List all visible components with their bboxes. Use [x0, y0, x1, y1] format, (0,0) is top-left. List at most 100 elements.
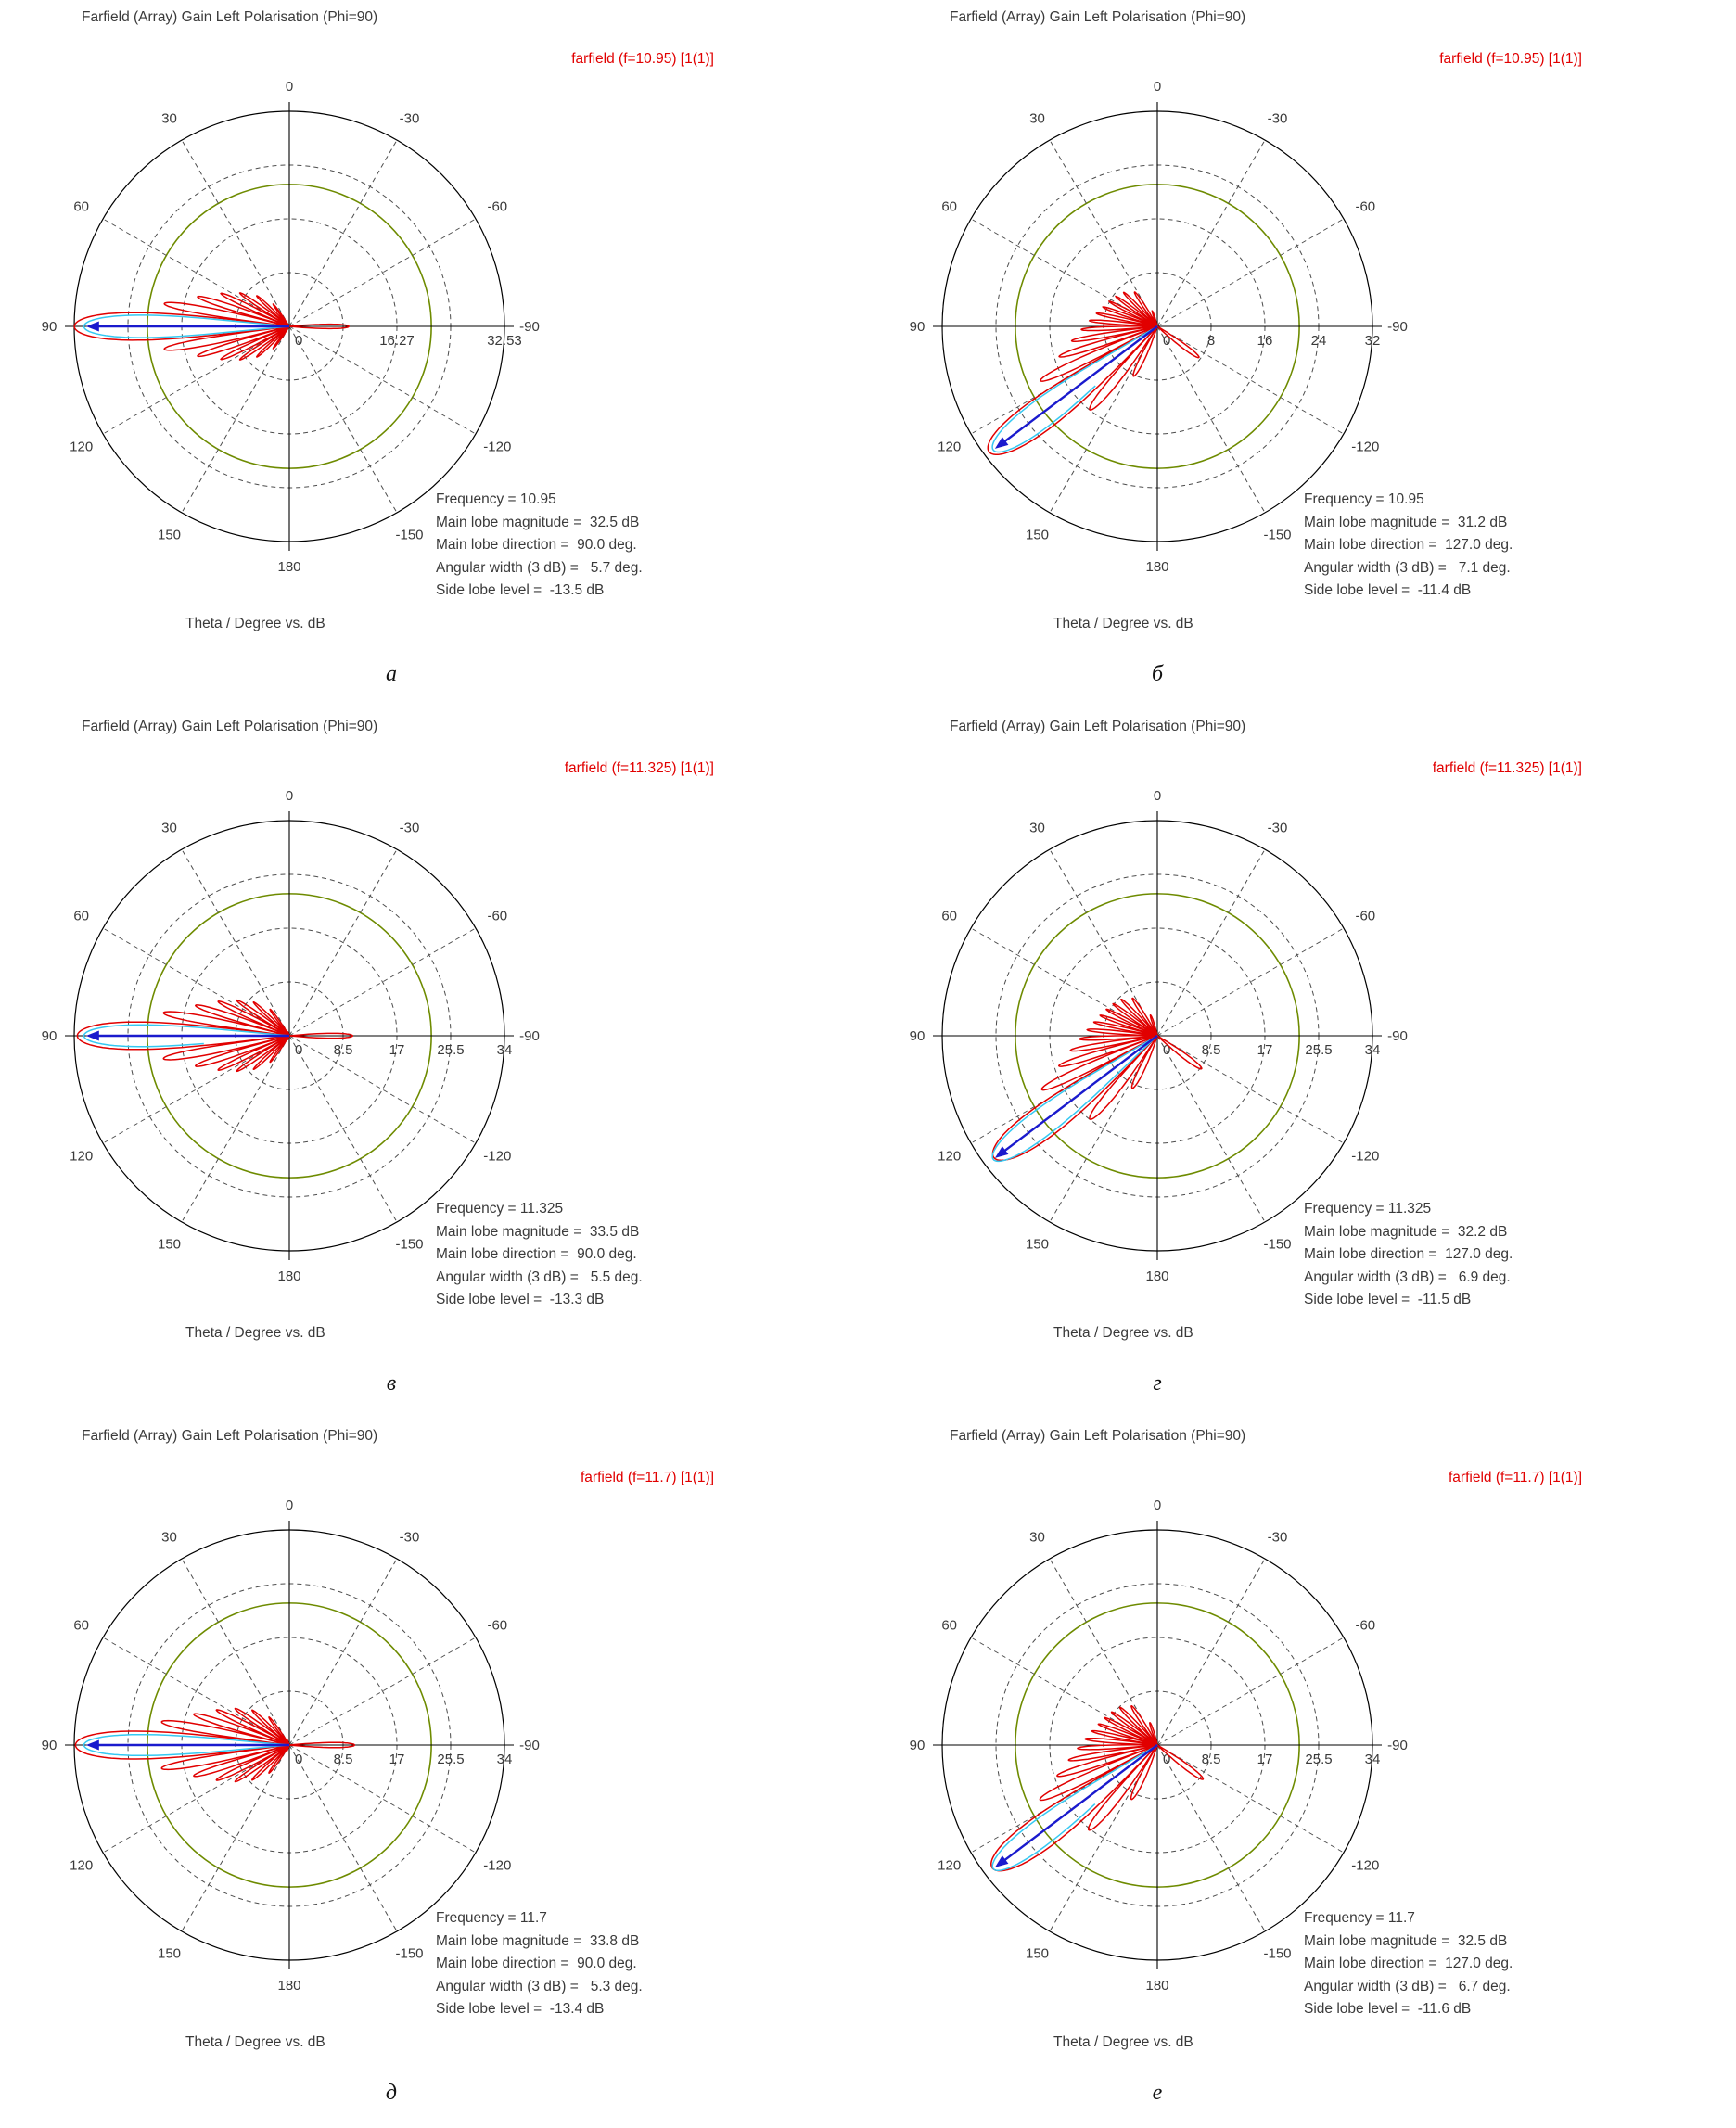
angular-width-marker [83, 1733, 290, 1757]
angle-label: -90 [1387, 319, 1408, 335]
angle-label: -30 [1268, 1530, 1288, 1546]
grid-spoke [102, 1035, 290, 1144]
stat-line: Main lobe magnitude = 32.5 dB [1304, 1932, 1508, 1949]
main-lobe-arrowhead [994, 437, 1009, 449]
angle-label: -120 [483, 1858, 511, 1874]
angle-label: -30 [400, 1530, 420, 1546]
angle-label: 180 [277, 1978, 300, 1994]
grid-spoke [1156, 325, 1266, 514]
polar-plot: 0 30 60 90 120 150 180 -150 -120 -90 -60 -30 0 8 16 24 3… [910, 79, 1408, 575]
radial-tick-label: 0 [295, 1752, 302, 1767]
stat-line: Side lobe level = -11.5 dB [1304, 1292, 1472, 1307]
stat-line: Frequency = 11.325 [436, 1201, 564, 1217]
plot-title: Farfield (Array) Gain Left Polarisation … [950, 9, 1246, 25]
angle-label: 60 [941, 1618, 957, 1634]
radial-tick-label: 32.53 [487, 333, 522, 349]
angle-label: 120 [70, 440, 93, 455]
grid-spoke [102, 218, 290, 327]
angle-label: -60 [487, 909, 507, 924]
stats-block: Frequency = 10.95 Main lobe magnitude = 3… [1304, 489, 1513, 603]
stats-block: Frequency = 11.7 Main lobe magnitude = 32… [1304, 1907, 1513, 2021]
angle-label: 30 [1029, 821, 1045, 836]
subfigure-caption: е [1152, 2081, 1163, 2105]
angle-label: 60 [73, 199, 89, 215]
grid-spoke [1049, 139, 1158, 327]
grid-spoke [1156, 1035, 1345, 1144]
radial-tick-label: 25.5 [1305, 1752, 1332, 1767]
angle-label: -30 [1268, 111, 1288, 127]
plot-title: Farfield (Array) Gain Left Polarisation … [82, 9, 378, 25]
grid-spoke [288, 1744, 398, 1932]
angle-label: 180 [1145, 1268, 1168, 1284]
stats-block: Frequency = 10.95 Main lobe magnitude = 3… [436, 489, 643, 603]
main-lobe-arrowhead [994, 1855, 1009, 1867]
radial-tick-label: 0 [295, 1042, 302, 1058]
angle-label: -120 [483, 1149, 511, 1165]
plot-title: Farfield (Array) Gain Left Polarisation … [950, 1428, 1246, 1444]
angle-label: 150 [158, 1945, 181, 1961]
stat-line: Main lobe magnitude = 31.2 dB [1304, 514, 1508, 530]
subfigure-caption: а [386, 662, 397, 686]
radial-tick-label: 8.5 [1202, 1752, 1221, 1767]
stat-line: Main lobe magnitude = 32.5 dB [436, 514, 640, 530]
angle-label: 180 [1145, 559, 1168, 575]
stat-line: Main lobe direction = 127.0 deg. [1304, 1246, 1513, 1262]
angle-label: 30 [161, 1530, 177, 1546]
stat-line: Frequency = 11.325 [1304, 1201, 1432, 1217]
angle-label: 90 [910, 1738, 925, 1753]
plot-legend: farfield (f=11.325) [1(1)] [564, 760, 714, 776]
main-lobe-arrowhead [85, 321, 99, 332]
pattern-curve [991, 997, 1203, 1162]
angle-label: 60 [941, 199, 957, 215]
angle-label: -90 [1387, 1028, 1408, 1044]
subfigure-caption: д [385, 2081, 398, 2105]
radial-tick-label: 24 [1311, 333, 1327, 349]
pattern-curve [987, 291, 1200, 455]
grid-spoke [288, 1558, 398, 1746]
angle-label: 30 [161, 111, 177, 127]
angle-label: -30 [400, 821, 420, 836]
grid-spoke [288, 1637, 477, 1746]
angular-width-marker [83, 1024, 290, 1048]
radial-tick-label: 25.5 [437, 1752, 464, 1767]
angle-label: 90 [910, 1028, 925, 1044]
grid-spoke [1156, 1744, 1345, 1854]
angle-label: 150 [158, 527, 181, 542]
angle-label: 120 [938, 1149, 961, 1165]
main-lobe-arrow [1002, 325, 1158, 444]
angle-label: -150 [1263, 1945, 1291, 1961]
grid-spoke [181, 848, 290, 1037]
stat-line: Side lobe level = -11.4 dB [1304, 582, 1472, 598]
grid-spoke [288, 139, 398, 327]
grid-spoke [288, 325, 477, 435]
stat-line: Frequency = 11.7 [1304, 1910, 1415, 1926]
axis-footer-label: Theta / Degree vs. dB [1053, 616, 1194, 631]
subfigure-caption: г [1153, 1371, 1162, 1395]
farfield-plot-panel: Farfield (Array) Gain Left Polarisation … [0, 0, 868, 709]
radial-tick-label: 32 [1365, 333, 1381, 349]
radial-tick-label: 16.27 [379, 333, 415, 349]
angle-label: -150 [395, 1945, 423, 1961]
angle-label: 120 [70, 1149, 93, 1165]
angle-label: 0 [1154, 79, 1161, 95]
angle-label: 0 [286, 79, 293, 95]
radial-tick-label: 8.5 [1202, 1042, 1221, 1058]
plot-legend: farfield (f=10.95) [1(1)] [571, 51, 714, 67]
axis-footer-label: Theta / Degree vs. dB [185, 2034, 326, 2050]
subfigure-caption: б [1151, 662, 1164, 686]
farfield-plot-panel: Farfield (Array) Gain Left Polarisation … [868, 709, 1736, 1419]
pattern-curve [73, 292, 351, 361]
grid-spoke [181, 1035, 290, 1223]
angle-label: -60 [487, 199, 507, 215]
stat-line: Side lobe level = -13.4 dB [436, 2001, 605, 2017]
angle-label: 60 [941, 909, 957, 924]
grid-spoke [181, 1558, 290, 1746]
stat-line: Main lobe magnitude = 33.8 dB [436, 1932, 640, 1949]
stat-line: Main lobe direction = 90.0 deg. [436, 1956, 637, 1971]
grid-spoke [1049, 325, 1158, 514]
angle-label: 30 [161, 821, 177, 836]
angle-label: 150 [1026, 1236, 1049, 1252]
polar-plot: 0 30 60 90 120 150 180 -150 -120 -90 -60 -30 0 8.5 17 2… [910, 788, 1408, 1284]
farfield-plot-panel: Farfield (Array) Gain Left Polarisation … [0, 709, 868, 1419]
radial-tick-label: 17 [1257, 1042, 1273, 1058]
